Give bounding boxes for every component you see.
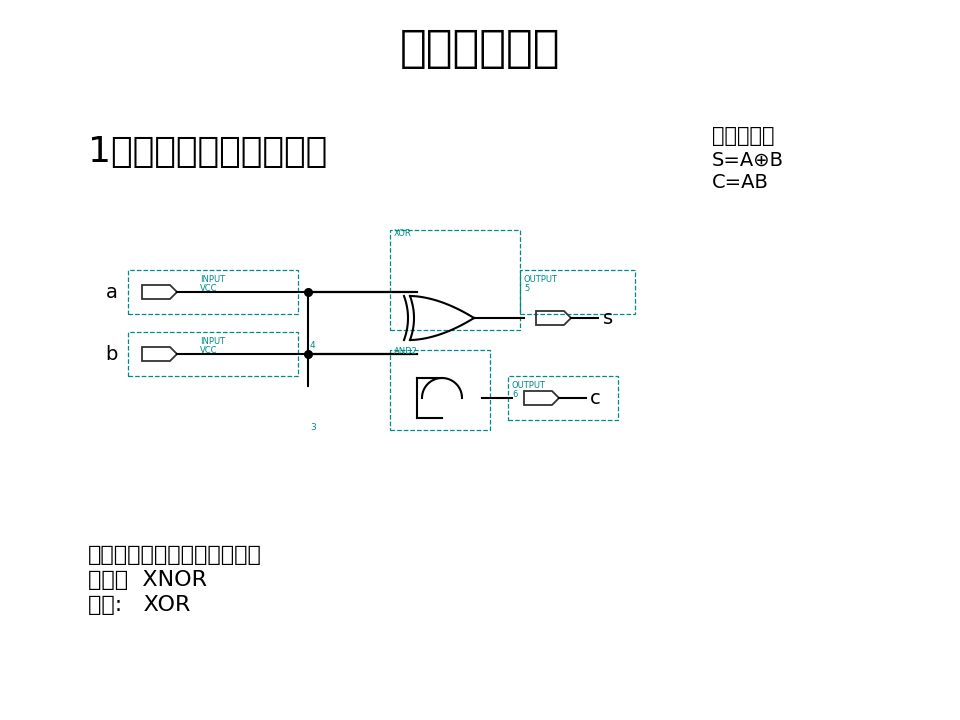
Text: 4: 4 <box>310 341 316 350</box>
Text: c: c <box>590 389 601 408</box>
Text: AND2: AND2 <box>394 347 418 356</box>
Bar <box>390 230 520 330</box>
Text: OUTPUT: OUTPUT <box>524 275 558 284</box>
Text: s: s <box>603 308 613 328</box>
Text: VCC: VCC <box>200 346 218 355</box>
Text: INPUT: INPUT <box>200 337 226 346</box>
Text: 上次实验讲评: 上次实验讲评 <box>399 27 561 70</box>
Text: 异或:   XOR: 异或: XOR <box>88 595 190 615</box>
Text: 函数关系式: 函数关系式 <box>712 126 775 146</box>
Text: b: b <box>106 344 118 364</box>
Text: 6: 6 <box>512 390 517 399</box>
Bar <box>128 270 298 314</box>
Bar <box>390 350 490 430</box>
Text: INPUT: INPUT <box>200 275 226 284</box>
Bar <box>508 376 618 420</box>
Text: 同或：  XNOR: 同或： XNOR <box>88 570 207 590</box>
Text: XOR: XOR <box>394 229 412 238</box>
Text: S=A⊕B: S=A⊕B <box>712 150 784 169</box>
Text: 5: 5 <box>524 284 529 293</box>
Bar <box>520 270 635 314</box>
Text: VCC: VCC <box>200 284 218 293</box>
Text: 存在问题：同或和异或的不同: 存在问题：同或和异或的不同 <box>88 545 262 565</box>
Text: a: a <box>107 282 118 302</box>
Text: OUTPUT: OUTPUT <box>512 381 546 390</box>
Text: 1位半加器的原理图设计: 1位半加器的原理图设计 <box>88 135 327 169</box>
Text: C=AB: C=AB <box>712 173 769 192</box>
Bar <box>128 332 298 376</box>
Text: 3: 3 <box>310 423 316 432</box>
